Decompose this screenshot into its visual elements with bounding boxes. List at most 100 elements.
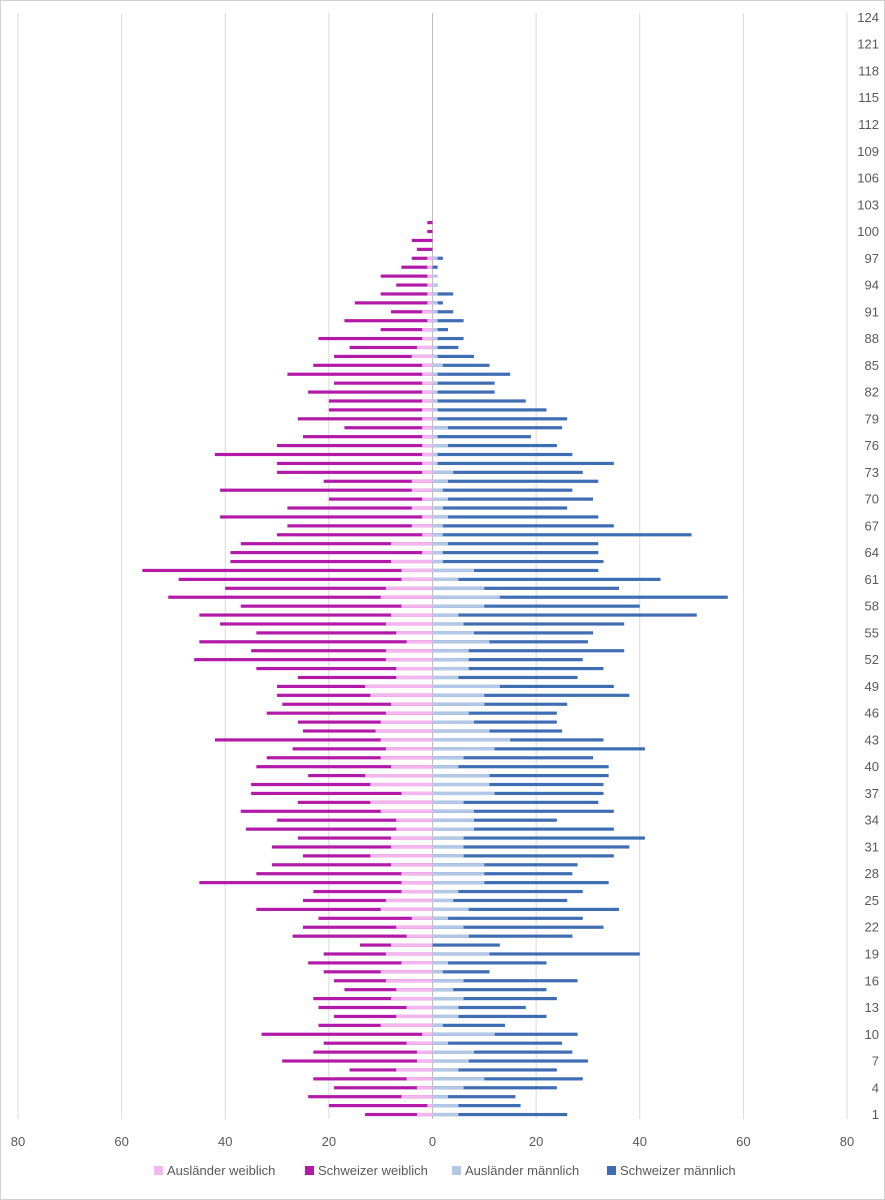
bar-schweizer-m-nnlich-age-79 <box>432 417 568 421</box>
bar-ausl-nder-weiblich-age-49 <box>365 684 433 689</box>
bar-ausl-nder-weiblich-age-33 <box>396 827 433 831</box>
bar-ausl-nder-m-nnlich-age-85 <box>432 363 443 367</box>
bar-ausl-nder-weiblich-age-85 <box>422 363 433 367</box>
bar-schweizer-weiblich-age-57 <box>199 613 433 617</box>
bar-ausl-nder-m-nnlich-age-2 <box>432 1104 459 1108</box>
bar-ausl-nder-weiblich-age-83 <box>422 381 433 385</box>
bar-schweizer-weiblich-age-26 <box>313 889 433 894</box>
bar-ausl-nder-m-nnlich-age-29 <box>432 863 485 867</box>
bar-schweizer-weiblich-age-35 <box>240 809 433 813</box>
bar-schweizer-weiblich-age-38 <box>251 782 433 787</box>
bar-schweizer-m-nnlich-age-8 <box>432 1050 573 1054</box>
bar-ausl-nder-m-nnlich-age-30 <box>432 854 464 858</box>
bar-ausl-nder-weiblich-age-14 <box>391 996 433 1001</box>
bar-schweizer-weiblich-age-24 <box>256 907 433 911</box>
bar-ausl-nder-m-nnlich-age-89 <box>432 328 438 332</box>
bar-ausl-nder-weiblich-age-55 <box>396 631 433 635</box>
bar-schweizer-m-nnlich-age-27 <box>432 881 609 885</box>
x-tick-label: 80 <box>840 1134 854 1149</box>
y-tick-label: 25 <box>865 893 879 908</box>
bar-ausl-nder-m-nnlich-age-8 <box>432 1050 474 1054</box>
bar-ausl-nder-weiblich-age-67 <box>411 524 433 528</box>
bar-schweizer-weiblich-age-4 <box>334 1086 433 1090</box>
bar-schweizer-weiblich-age-100 <box>427 229 433 234</box>
bar-ausl-nder-m-nnlich-age-4 <box>432 1086 464 1090</box>
bar-schweizer-m-nnlich-age-7 <box>432 1059 588 1063</box>
y-tick-label: 70 <box>865 492 879 507</box>
bar-schweizer-weiblich-age-36 <box>297 800 433 804</box>
bar-ausl-nder-m-nnlich-age-78 <box>432 426 449 430</box>
bar-ausl-nder-m-nnlich-age-27 <box>432 881 485 885</box>
y-tick-label: 103 <box>857 197 879 212</box>
bar-ausl-nder-weiblich-age-94 <box>427 283 433 287</box>
bar-schweizer-weiblich-age-68 <box>220 515 433 519</box>
bar-ausl-nder-weiblich-age-54 <box>406 640 433 644</box>
bar-ausl-nder-weiblich-age-15 <box>396 988 433 992</box>
bar-schweizer-m-nnlich-age-43 <box>432 738 604 742</box>
bar-ausl-nder-m-nnlich-age-93 <box>432 292 438 296</box>
legend: Ausländer weiblich Schweizer weiblich Ausl… <box>154 1163 736 1178</box>
y-tick-label: 46 <box>865 706 879 721</box>
x-tick-label: 0 <box>429 1134 436 1149</box>
bar-schweizer-m-nnlich-age-56 <box>432 622 625 626</box>
bar-ausl-nder-m-nnlich-age-47 <box>432 702 485 706</box>
bar-schweizer-weiblich-age-50 <box>297 675 433 680</box>
bar-schweizer-weiblich-age-43 <box>214 738 433 742</box>
bar-schweizer-weiblich-age-47 <box>282 702 433 706</box>
bar-ausl-nder-weiblich-age-32 <box>391 836 433 840</box>
bar-ausl-nder-m-nnlich-age-83 <box>432 381 438 385</box>
bar-ausl-nder-weiblich-age-53 <box>385 649 433 653</box>
bar-ausl-nder-weiblich-age-3 <box>401 1095 433 1099</box>
bar-ausl-nder-m-nnlich-age-63 <box>432 559 443 564</box>
bar-ausl-nder-m-nnlich-age-66 <box>432 533 443 537</box>
bar-ausl-nder-m-nnlich-age-22 <box>432 925 464 929</box>
bar-ausl-nder-m-nnlich-age-18 <box>432 961 449 965</box>
legend-label-ausl-nder-m-nnlich: Ausländer männlich <box>465 1163 579 1178</box>
bar-ausl-nder-weiblich-age-45 <box>380 720 433 724</box>
bar-schweizer-weiblich-age-96 <box>401 265 433 269</box>
bar-schweizer-weiblich-age-88 <box>318 336 433 341</box>
y-tick-label: 91 <box>865 304 879 319</box>
bar-schweizer-m-nnlich-age-4 <box>432 1086 557 1090</box>
bar-schweizer-m-nnlich-age-5 <box>432 1077 583 1081</box>
bar-ausl-nder-weiblich-age-27 <box>401 881 433 885</box>
bar-schweizer-weiblich-age-52 <box>194 658 433 662</box>
bar-ausl-nder-weiblich-age-48 <box>370 693 433 697</box>
y-tick-label: 94 <box>865 278 879 293</box>
bar-ausl-nder-m-nnlich-age-14 <box>432 996 464 1001</box>
bar-schweizer-m-nnlich-age-32 <box>432 836 645 840</box>
bar-ausl-nder-weiblich-age-34 <box>396 818 433 822</box>
bar-ausl-nder-m-nnlich-age-74 <box>432 461 438 466</box>
bar-ausl-nder-weiblich-age-95 <box>427 274 433 278</box>
bar-schweizer-weiblich-age-19 <box>323 952 433 956</box>
bar-schweizer-m-nnlich-age-91 <box>432 310 454 314</box>
y-tick-label: 7 <box>872 1054 879 1069</box>
bar-ausl-nder-weiblich-age-40 <box>391 765 433 769</box>
bar-ausl-nder-weiblich-age-74 <box>422 461 433 466</box>
bar-schweizer-m-nnlich-age-88 <box>432 336 464 341</box>
bar-schweizer-weiblich-age-48 <box>277 693 433 697</box>
bar-schweizer-weiblich-age-28 <box>256 872 433 876</box>
bar-ausl-nder-weiblich-age-68 <box>422 515 433 519</box>
bar-ausl-nder-weiblich-age-21 <box>406 934 433 938</box>
bar-ausl-nder-m-nnlich-age-9 <box>432 1041 449 1045</box>
bar-ausl-nder-m-nnlich-age-28 <box>432 872 485 876</box>
bar-ausl-nder-m-nnlich-age-32 <box>432 836 464 840</box>
bar-ausl-nder-m-nnlich-age-70 <box>432 497 449 501</box>
bar-ausl-nder-weiblich-age-82 <box>422 390 433 394</box>
bar-ausl-nder-weiblich-age-69 <box>411 506 433 510</box>
y-tick-label: 112 <box>858 117 879 132</box>
bar-schweizer-weiblich-age-31 <box>271 845 433 849</box>
bar-schweizer-weiblich-age-82 <box>308 390 433 394</box>
bar-schweizer-m-nnlich-age-71 <box>432 488 573 492</box>
bar-ausl-nder-m-nnlich-age-16 <box>432 979 464 983</box>
bar-schweizer-m-nnlich-age-15 <box>432 988 547 992</box>
bar-ausl-nder-weiblich-age-70 <box>422 497 433 501</box>
bar-schweizer-weiblich-age-49 <box>277 684 433 689</box>
y-tick-label: 52 <box>865 652 879 667</box>
bar-schweizer-m-nnlich-age-25 <box>432 898 568 903</box>
bar-schweizer-weiblich-age-85 <box>313 363 433 367</box>
bar-ausl-nder-weiblich-age-8 <box>416 1050 433 1054</box>
bar-schweizer-weiblich-age-42 <box>292 747 433 751</box>
bar-schweizer-weiblich-age-27 <box>199 881 433 885</box>
